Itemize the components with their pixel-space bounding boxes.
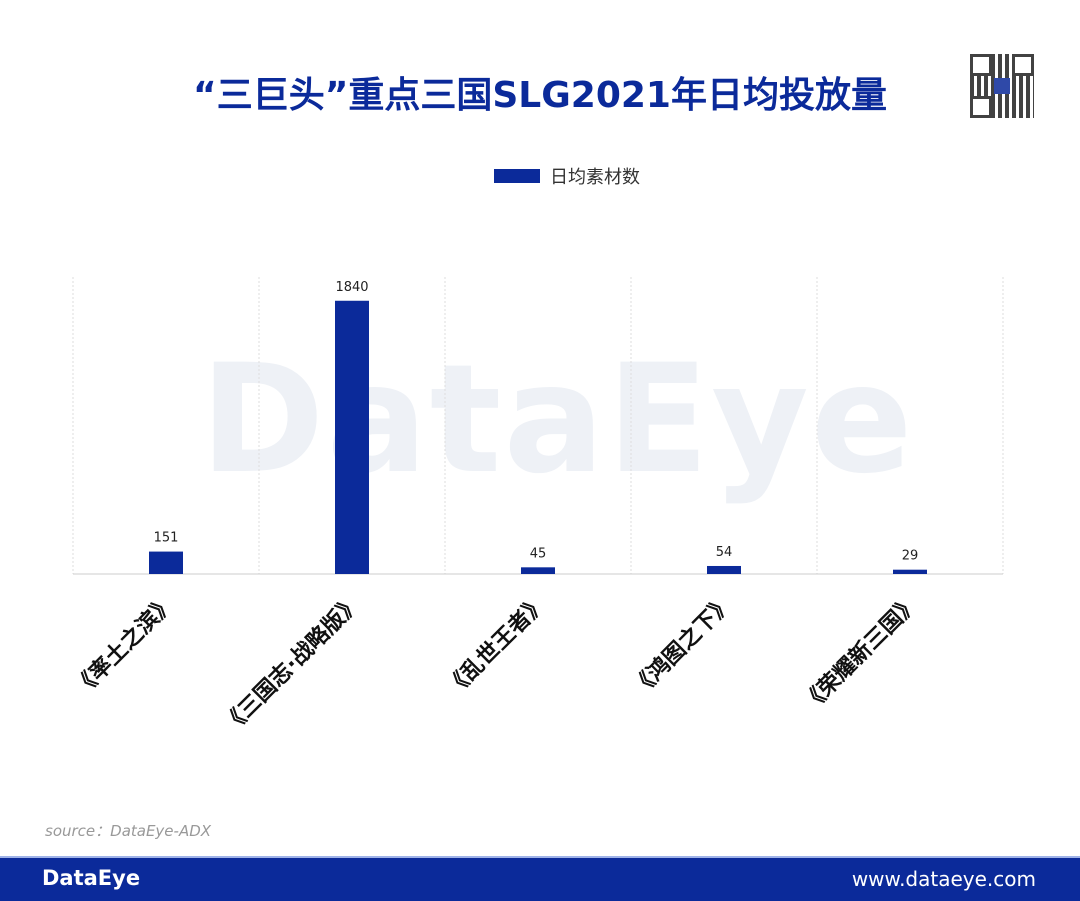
legend-label: 日均素材数 (550, 167, 640, 188)
bar-chart: 151 《率土之滨》 1840 《三国志·战略版》 45 《乱世王者》 54 《鸿图之下》 29… (69, 277, 1004, 739)
qr-code (970, 54, 1034, 118)
x-tick-label: 《率土之滨》 (69, 590, 181, 702)
legend: 日均素材数 (494, 163, 640, 189)
x-tick-label: 《三国志·战略版》 (217, 590, 366, 739)
footer-url[interactable]: www.dataeye.com (851, 867, 1036, 891)
footer-bar: DataEye www.dataeye.com (0, 856, 1080, 901)
bar (893, 569, 927, 574)
source-note: source：DataEye-ADX (45, 822, 212, 840)
bar (707, 565, 741, 574)
x-tick-label: 《荣耀新三国》 (797, 590, 924, 717)
data-label: 151 (154, 531, 179, 546)
bar (521, 567, 555, 574)
bar (149, 551, 183, 574)
data-label: 29 (902, 549, 919, 564)
bar (335, 300, 369, 574)
data-label: 54 (716, 545, 733, 560)
x-tick-label: 《鸿图之下》 (627, 590, 739, 702)
watermark: DataEye (200, 333, 915, 507)
data-label: 45 (530, 546, 547, 561)
footer-logo: DataEye (42, 866, 141, 890)
legend-swatch (494, 169, 540, 183)
x-tick-label: 《乱世王者》 (441, 591, 552, 702)
data-label: 1840 (335, 280, 368, 295)
chart-title: “三巨头”重点三国SLG2021年日均投放量 (193, 75, 887, 116)
